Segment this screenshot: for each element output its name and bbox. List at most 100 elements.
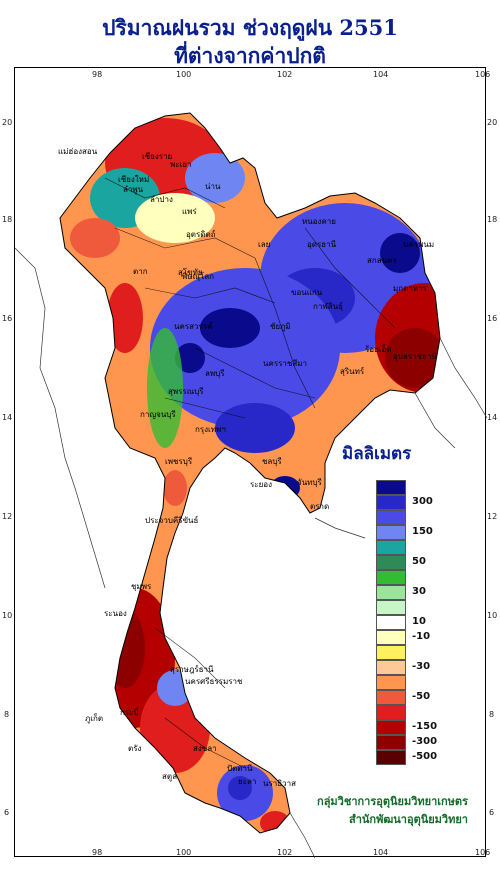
map-title-line1: ปริมาณฝนรวม ช่วงฤดูฝน 2551 bbox=[102, 15, 398, 40]
place-label: ชลบุรี bbox=[262, 457, 282, 466]
place-label: ระยอง bbox=[250, 480, 272, 489]
y-tick-right-14: 14 bbox=[487, 413, 498, 422]
place-label: เชียงราย bbox=[142, 152, 173, 161]
legend-color-box bbox=[376, 510, 406, 525]
legend-color-box bbox=[376, 720, 406, 735]
place-label: เชียงใหม่ bbox=[118, 175, 150, 184]
place-label: กาญจนบุรี bbox=[140, 410, 176, 419]
credit-line1: กลุ่มวิชาการอุตุนิยมวิทยาเกษตร bbox=[317, 795, 468, 808]
place-label: กาฬสินธุ์ bbox=[313, 302, 344, 311]
place-label: หนองคาย bbox=[302, 217, 336, 226]
legend-label: 30 bbox=[412, 586, 426, 597]
place-label: อุดรธานี bbox=[307, 240, 337, 249]
y-tick-left-14: 14 bbox=[2, 413, 13, 422]
place-label: สุโขทัย bbox=[178, 268, 203, 277]
place-label: กรุงเทพฯ bbox=[195, 425, 226, 434]
place-label: มุกดาหาร bbox=[393, 284, 427, 293]
legend-color-box bbox=[376, 660, 406, 675]
place-label: ร้อยเอ็ด bbox=[365, 345, 392, 354]
legend-label: -150 bbox=[412, 721, 438, 732]
legend-color-box bbox=[376, 540, 406, 555]
y-tick-right-20: 20 bbox=[487, 118, 498, 127]
place-label: ตราด bbox=[310, 502, 330, 511]
legend-title: มิลลิเมตร bbox=[342, 444, 412, 464]
place-label: น่าน bbox=[205, 182, 221, 191]
place-label: ประจวบคีรีขันธ์ bbox=[145, 516, 199, 525]
legend-color-box bbox=[376, 495, 406, 510]
y-tick-right-10: 10 bbox=[487, 611, 498, 620]
place-label: เลย bbox=[258, 240, 271, 249]
place-label: สตูล bbox=[162, 772, 177, 781]
place-label: แพร่ bbox=[182, 207, 197, 216]
place-label: พิษณุโลก bbox=[182, 272, 215, 281]
legend-label: 10 bbox=[412, 616, 426, 627]
place-label: พะเยา bbox=[170, 160, 192, 169]
place-label: สุรินทร์ bbox=[340, 367, 365, 376]
legend-color-box bbox=[376, 600, 406, 615]
y-tick-right-18: 18 bbox=[487, 215, 498, 224]
y-tick-left-20: 20 bbox=[2, 118, 13, 127]
y-tick-right-8: 8 bbox=[489, 710, 495, 719]
y-tick-left-10: 10 bbox=[2, 611, 13, 620]
place-label: นครพนม bbox=[403, 240, 435, 249]
legend-color-box bbox=[376, 585, 406, 600]
place-label: ตรัง bbox=[128, 744, 142, 753]
legend-label: 150 bbox=[412, 526, 433, 537]
legend-color-box bbox=[376, 645, 406, 660]
place-label: ลำปาง bbox=[150, 195, 173, 204]
place-label: จันทบุรี bbox=[297, 478, 322, 487]
y-tick-left-16: 16 bbox=[2, 314, 13, 323]
x-tick-bottom-104: 104 bbox=[373, 848, 389, 857]
legend-color-box bbox=[376, 480, 406, 495]
place-label: แม่ฮ่องสอน bbox=[58, 147, 98, 156]
place-label: ปัตตานี bbox=[227, 764, 253, 773]
legend-label: -50 bbox=[412, 691, 431, 702]
legend-color-box bbox=[376, 525, 406, 540]
place-label: ลพบุรี bbox=[205, 369, 225, 378]
x-tick-bottom-98: 98 bbox=[92, 848, 103, 857]
x-tick-top-100: 100 bbox=[176, 70, 192, 79]
legend-label: -500 bbox=[412, 751, 438, 762]
place-label: สกลนคร bbox=[367, 256, 397, 265]
y-tick-left-8: 8 bbox=[4, 710, 10, 719]
y-tick-right-16: 16 bbox=[487, 314, 498, 323]
legend-color-box bbox=[376, 750, 406, 765]
y-tick-right-6: 6 bbox=[489, 808, 495, 817]
y-tick-right-12: 12 bbox=[487, 512, 498, 521]
place-label: ลำพูน bbox=[123, 185, 144, 194]
legend-color-box bbox=[376, 615, 406, 630]
x-tick-top-106: 106 bbox=[475, 70, 491, 79]
place-label: ชุมพร bbox=[131, 582, 152, 591]
map-title-line2: ที่ต่างจากค่าปกติ bbox=[174, 43, 326, 68]
legend-color-box bbox=[376, 675, 406, 690]
place-label: สุราษฎร์ธานี bbox=[170, 665, 214, 674]
legend-label: -300 bbox=[412, 736, 438, 747]
x-tick-bottom-106: 106 bbox=[475, 848, 491, 857]
legend-color-box bbox=[376, 630, 406, 645]
map-frame bbox=[14, 67, 487, 858]
x-tick-bottom-100: 100 bbox=[176, 848, 192, 857]
x-tick-bottom-102: 102 bbox=[277, 848, 293, 857]
place-label: นครสวรรค์ bbox=[174, 322, 213, 331]
y-tick-left-18: 18 bbox=[2, 215, 13, 224]
legend-label: -30 bbox=[412, 661, 431, 672]
x-tick-top-102: 102 bbox=[277, 70, 293, 79]
place-label: ยะลา bbox=[238, 777, 257, 786]
place-label: นครราชสีมา bbox=[263, 359, 307, 368]
place-label: อุบลราชธานี bbox=[393, 352, 437, 361]
x-tick-top-98: 98 bbox=[92, 70, 103, 79]
legend-color-box bbox=[376, 705, 406, 720]
place-label: ชัยภูมิ bbox=[270, 322, 291, 331]
legend-color-box bbox=[376, 555, 406, 570]
credit-line2: สำนักพัฒนาอุตุนิยมวิทยา bbox=[349, 813, 468, 826]
x-tick-top-104: 104 bbox=[373, 70, 389, 79]
y-tick-left-12: 12 bbox=[2, 512, 13, 521]
legend-color-box bbox=[376, 735, 406, 750]
place-label: ภูเก็ต bbox=[85, 714, 104, 723]
place-label: อุตรดิตถ์ bbox=[186, 230, 216, 239]
place-label: ระนอง bbox=[104, 609, 127, 618]
y-tick-left-6: 6 bbox=[4, 808, 10, 817]
place-label: นราธิวาส bbox=[263, 779, 297, 788]
place-label: ขอนแก่น bbox=[291, 288, 323, 297]
place-label: สงขลา bbox=[193, 744, 217, 753]
